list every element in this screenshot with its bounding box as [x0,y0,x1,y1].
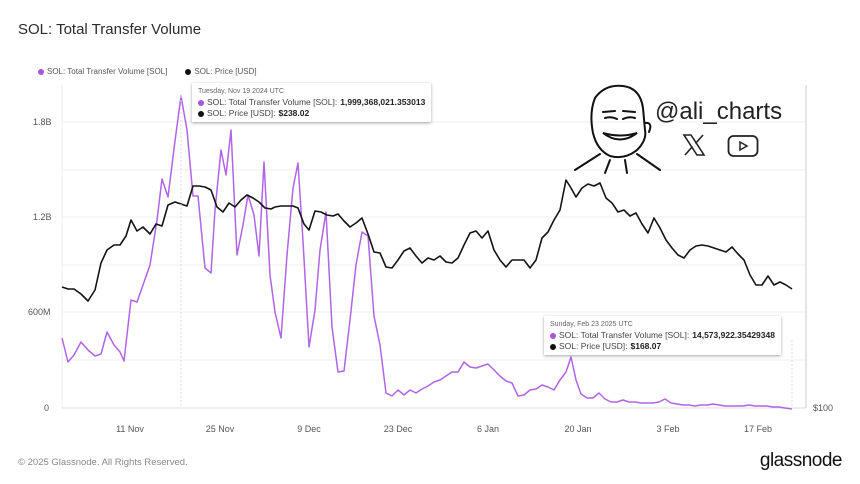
tooltip-volume-label: SOL: Total Transfer Volume [SOL]: [207,97,338,107]
volume-dot-icon [550,332,556,339]
price-dot-icon [185,68,192,75]
tooltip-feb23: Sunday, Feb 23 2025 UTC SOL: Total Trans… [544,316,781,355]
x-tick: 3 Feb [656,424,680,434]
x-tick: 23 Dec [383,424,413,434]
y-right-tick-100: $100 [813,403,834,413]
tooltip-volume-value: 1,999,368,021.353013 [340,97,426,107]
price-line [61,179,793,302]
legend-label-price: SOL: Price [USD] [194,67,257,76]
tooltip-date: Tuesday, Nov 19 2024 UTC [198,88,284,95]
hover-markers [180,96,793,408]
tooltip-date: Sunday, Feb 23 2025 UTC [550,321,633,328]
x-tick: 20 Jan [564,424,592,434]
tooltip-price-label: SOL: Price [USD]: [207,108,276,118]
volume-dot-icon [198,99,204,106]
volume-dot-icon [38,68,44,75]
copyright: © 2025 Glassnode. All Rights Reserved. [18,457,188,468]
legend-label-volume: SOL: Total Transfer Volume [SOL] [47,67,168,76]
tooltip-price-value: $168.07 [630,341,662,351]
page-title: SOL: Total Transfer Volume [18,21,202,38]
price-dot-icon [550,343,556,350]
y-tick-600m: 600M [28,307,51,317]
chart-legend: SOL: Total Transfer Volume [SOL] SOL: Pr… [38,67,257,76]
y-tick-1.2b: 1.2B [33,212,52,222]
x-tick: 6 Jan [476,424,500,434]
y-tick-0: 0 [44,403,50,413]
x-tick: 11 Nov [116,424,144,434]
tooltip-volume-value: 14,573,922.35429348 [692,330,775,340]
x-logo-icon[interactable] [682,134,706,156]
tooltip-price-label: SOL: Price [USD]: [559,341,628,351]
price-dot-icon [198,110,204,117]
x-tick: 17 Feb [743,424,773,434]
glassnode-logo[interactable]: glassnode [759,450,843,471]
legend-item-price[interactable]: SOL: Price [USD] [185,67,257,76]
volume-line [61,95,793,410]
tooltip-volume-label: SOL: Total Transfer Volume [SOL]: [559,330,690,340]
youtube-icon[interactable] [727,134,759,158]
x-tick: 9 Dec [297,424,321,434]
legend-item-volume[interactable]: SOL: Total Transfer Volume [SOL] [38,67,167,76]
x-tick: 25 Nov [205,424,235,434]
tooltip-price-value: $238.02 [278,108,310,118]
watermark-handle: @ali_charts [655,98,783,125]
tooltip-nov19: Tuesday, Nov 19 2024 UTC SOL: Total Tran… [192,83,432,122]
watermark-face-icon [574,84,661,174]
y-tick-1.8b: 1.8B [33,117,52,127]
